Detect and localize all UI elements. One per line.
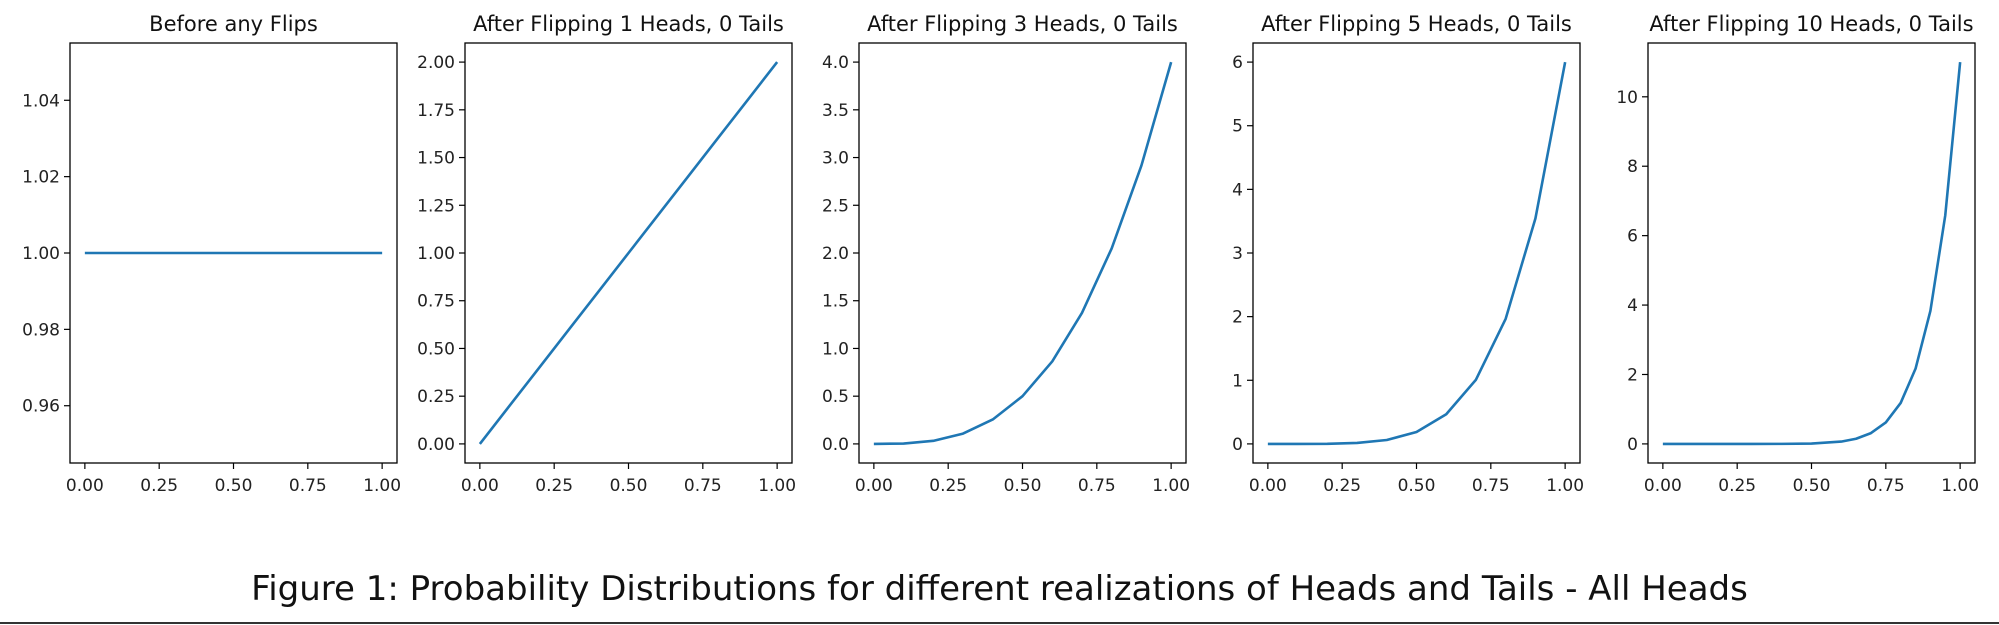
- series-line: [478, 61, 779, 445]
- series-line: [1662, 61, 1962, 446]
- y-tick-label: 1.75: [417, 101, 455, 121]
- panel-1: Before any Flips 0.00 0.25 0.50 0.75 1.00 0.96…: [22, 12, 401, 496]
- x-tick-label: 1.00: [1546, 476, 1584, 496]
- y-tick-label: 2.5: [822, 196, 849, 216]
- panel-4: After Flipping 5 Heads, 0 Tails 0.00 0.25 0…: [1232, 12, 1584, 496]
- y-tick-label: 6: [1627, 227, 1638, 247]
- y-tick-label: 1.00: [22, 244, 60, 264]
- panel-5: After Flipping 10 Heads, 0 Tails 0.00 0.25…: [1616, 12, 1979, 496]
- x-tick-label: 0.75: [1472, 476, 1510, 496]
- axes-frame: [858, 42, 1187, 464]
- panel-title: After Flipping 1 Heads, 0 Tails: [473, 12, 784, 36]
- y-tick-label: 1.25: [417, 196, 455, 216]
- x-tick-label: 0.25: [140, 476, 178, 496]
- panel-title: After Flipping 3 Heads, 0 Tails: [867, 12, 1178, 36]
- x-tick-label: 1.00: [1941, 476, 1979, 496]
- y-tick-label: 0.5: [822, 387, 849, 407]
- y-tick-label: 0.98: [22, 320, 60, 340]
- x-tick-label: 0.00: [1644, 476, 1682, 496]
- x-tick-label: 0.25: [535, 476, 573, 496]
- x-tick-label: 0.50: [1398, 476, 1436, 496]
- figure-caption: Figure 1: Probability Distributions for …: [251, 569, 1748, 609]
- y-tick-label: 2: [1627, 365, 1638, 385]
- x-tick-label: 0.00: [855, 476, 893, 496]
- x-tick-label: 0.25: [1323, 476, 1361, 496]
- x-tick-label: 0.00: [66, 476, 104, 496]
- y-tick-label: 1.50: [417, 149, 455, 169]
- y-tick-label: 1.00: [417, 244, 455, 264]
- y-tick-label: 0.0: [822, 435, 849, 455]
- y-tick-label: 8: [1627, 157, 1638, 177]
- y-tick-label: 10: [1616, 88, 1638, 108]
- y-tick-label: 3.5: [822, 101, 849, 121]
- axes-frame: [1252, 42, 1581, 464]
- bottom-rule: [0, 622, 1999, 624]
- y-tick-label: 4.0: [822, 53, 849, 73]
- x-tick-label: 0.75: [684, 476, 722, 496]
- y-tick-label: 2.0: [822, 244, 849, 264]
- panel-title: Before any Flips: [149, 12, 318, 36]
- panel-2: After Flipping 1 Heads, 0 Tails 0.00 0.25 0…: [417, 12, 796, 496]
- y-tick-label: 1: [1232, 371, 1243, 391]
- y-tick-label: 1.04: [22, 91, 60, 111]
- y-tick-label: 0.50: [417, 339, 455, 359]
- y-tick-label: 2.00: [417, 53, 455, 73]
- x-tick-label: 0.25: [1718, 476, 1756, 496]
- x-tick-label: 0.00: [1249, 476, 1287, 496]
- y-tick-label: 0.96: [22, 397, 60, 417]
- x-tick-label: 0.00: [461, 476, 499, 496]
- x-tick-label: 1.00: [758, 476, 796, 496]
- series-line: [1267, 61, 1567, 446]
- x-tick-label: 0.50: [1793, 476, 1831, 496]
- y-tick-label: 4: [1627, 296, 1638, 316]
- y-tick-label: 3: [1232, 244, 1243, 264]
- x-tick-label: 0.50: [1004, 476, 1042, 496]
- x-tick-label: 0.75: [289, 476, 327, 496]
- panel-title: After Flipping 10 Heads, 0 Tails: [1649, 12, 1973, 36]
- series-line: [873, 61, 1173, 446]
- y-tick-label: 5: [1232, 117, 1243, 137]
- y-tick-label: 1.02: [22, 168, 60, 188]
- y-tick-label: 0.75: [417, 292, 455, 312]
- y-tick-label: 1.5: [822, 292, 849, 312]
- x-tick-label: 0.75: [1078, 476, 1116, 496]
- y-tick-label: 2: [1232, 308, 1243, 328]
- panel-title: After Flipping 5 Heads, 0 Tails: [1261, 12, 1572, 36]
- panel-3: After Flipping 3 Heads, 0 Tails 0.00 0.25 0…: [822, 12, 1190, 496]
- x-tick-label: 1.00: [1152, 476, 1190, 496]
- y-tick-label: 3.0: [822, 149, 849, 169]
- x-tick-label: 0.50: [215, 476, 253, 496]
- y-tick-label: 6: [1232, 53, 1243, 73]
- x-tick-label: 0.75: [1867, 476, 1905, 496]
- y-tick-label: 1.0: [822, 339, 849, 359]
- x-tick-label: 0.50: [610, 476, 648, 496]
- y-tick-label: 0.00: [417, 435, 455, 455]
- y-tick-label: 0: [1232, 435, 1243, 455]
- axes-frame: [1647, 42, 1976, 464]
- y-tick-label: 0.25: [417, 387, 455, 407]
- y-tick-label: 0: [1627, 435, 1638, 455]
- x-tick-label: 0.25: [929, 476, 967, 496]
- y-tick-label: 4: [1232, 180, 1243, 200]
- x-tick-label: 1.00: [363, 476, 401, 496]
